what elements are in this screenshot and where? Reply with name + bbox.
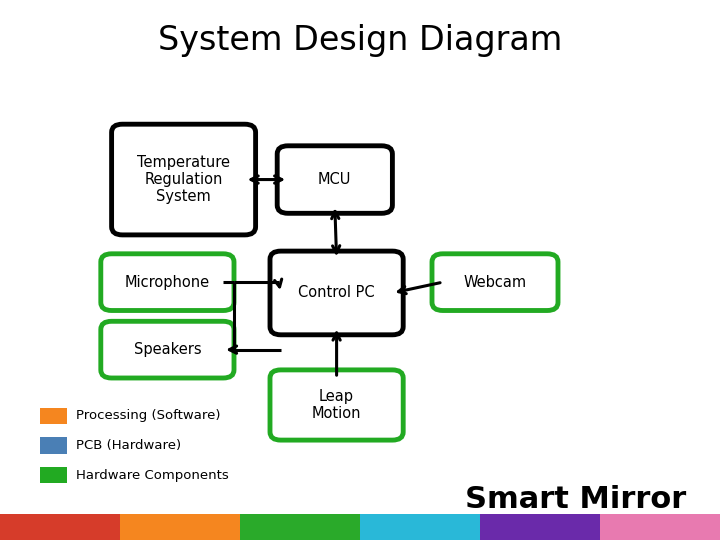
FancyBboxPatch shape: [101, 254, 234, 310]
FancyBboxPatch shape: [277, 146, 392, 213]
Text: Processing (Software): Processing (Software): [76, 409, 220, 422]
Bar: [600, 514, 720, 540]
Bar: [40, 408, 67, 424]
Bar: [120, 514, 240, 540]
Text: Webcam: Webcam: [464, 275, 526, 289]
FancyBboxPatch shape: [112, 124, 256, 235]
Text: System Design Diagram: System Design Diagram: [158, 24, 562, 57]
Bar: [360, 514, 480, 540]
Bar: [40, 437, 67, 454]
Bar: [40, 467, 67, 483]
Text: Smart Mirror: Smart Mirror: [465, 485, 687, 514]
Text: Leap
Motion: Leap Motion: [312, 389, 361, 421]
Text: Microphone: Microphone: [125, 275, 210, 289]
Bar: [0, 514, 120, 540]
Text: Speakers: Speakers: [134, 342, 201, 357]
Text: Temperature
Regulation
System: Temperature Regulation System: [137, 154, 230, 205]
Text: PCB (Hardware): PCB (Hardware): [76, 439, 181, 452]
FancyBboxPatch shape: [101, 321, 234, 378]
Text: MCU: MCU: [318, 172, 351, 187]
Bar: [480, 514, 600, 540]
FancyBboxPatch shape: [432, 254, 558, 310]
Text: Control PC: Control PC: [298, 286, 375, 300]
FancyBboxPatch shape: [270, 251, 403, 335]
Text: Hardware Components: Hardware Components: [76, 469, 228, 482]
FancyBboxPatch shape: [270, 370, 403, 440]
Bar: [240, 514, 360, 540]
